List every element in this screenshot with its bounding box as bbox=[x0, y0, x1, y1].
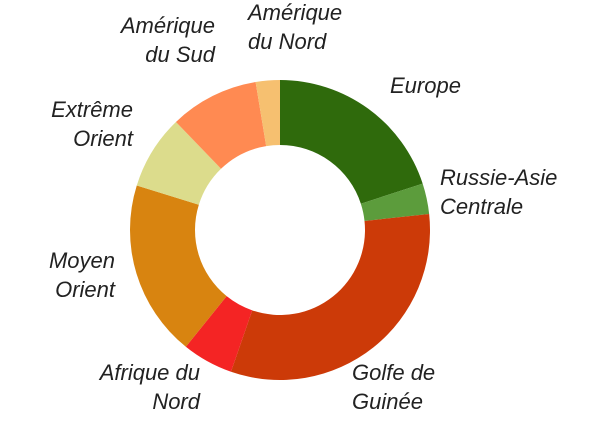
label-line: Centrale bbox=[440, 194, 523, 219]
label-line: Amérique bbox=[246, 0, 342, 25]
label-line: du Nord bbox=[248, 29, 327, 54]
label-line: Extrême bbox=[51, 97, 133, 122]
slice-label: Extrême Orient bbox=[51, 97, 134, 151]
label-line: Moyen bbox=[49, 248, 115, 273]
donut-slice bbox=[136, 121, 222, 205]
slice-label: Amérique du Sud bbox=[119, 13, 216, 67]
label-line: Orient bbox=[55, 277, 116, 302]
slice-label: Golfe de Guinée bbox=[352, 360, 435, 414]
donut-slice bbox=[255, 80, 280, 147]
label-line: Russie-Asie bbox=[440, 165, 557, 190]
label-line: Golfe de bbox=[352, 360, 435, 385]
label-line: du Sud bbox=[145, 42, 215, 67]
donut-slice bbox=[175, 81, 267, 169]
slice-label: Moyen Orient bbox=[49, 248, 116, 302]
slice-label: Amérique du Nord bbox=[246, 0, 342, 54]
label-line: Amérique bbox=[119, 13, 215, 38]
donut-slice bbox=[185, 296, 253, 372]
label-line: Orient bbox=[73, 126, 134, 151]
slice-label: Afrique du Nord bbox=[98, 360, 201, 414]
donut-slice bbox=[230, 214, 430, 380]
label-line: Afrique du bbox=[98, 360, 200, 385]
label-line: Nord bbox=[152, 389, 200, 414]
slice-label: Russie-Asie Centrale bbox=[440, 165, 557, 219]
slice-label: Europe bbox=[390, 73, 461, 98]
label-line: Guinée bbox=[352, 389, 423, 414]
donut-slice bbox=[280, 80, 423, 204]
label-line: Europe bbox=[390, 73, 461, 98]
donut-slice bbox=[130, 185, 227, 347]
donut-slice bbox=[360, 183, 430, 221]
